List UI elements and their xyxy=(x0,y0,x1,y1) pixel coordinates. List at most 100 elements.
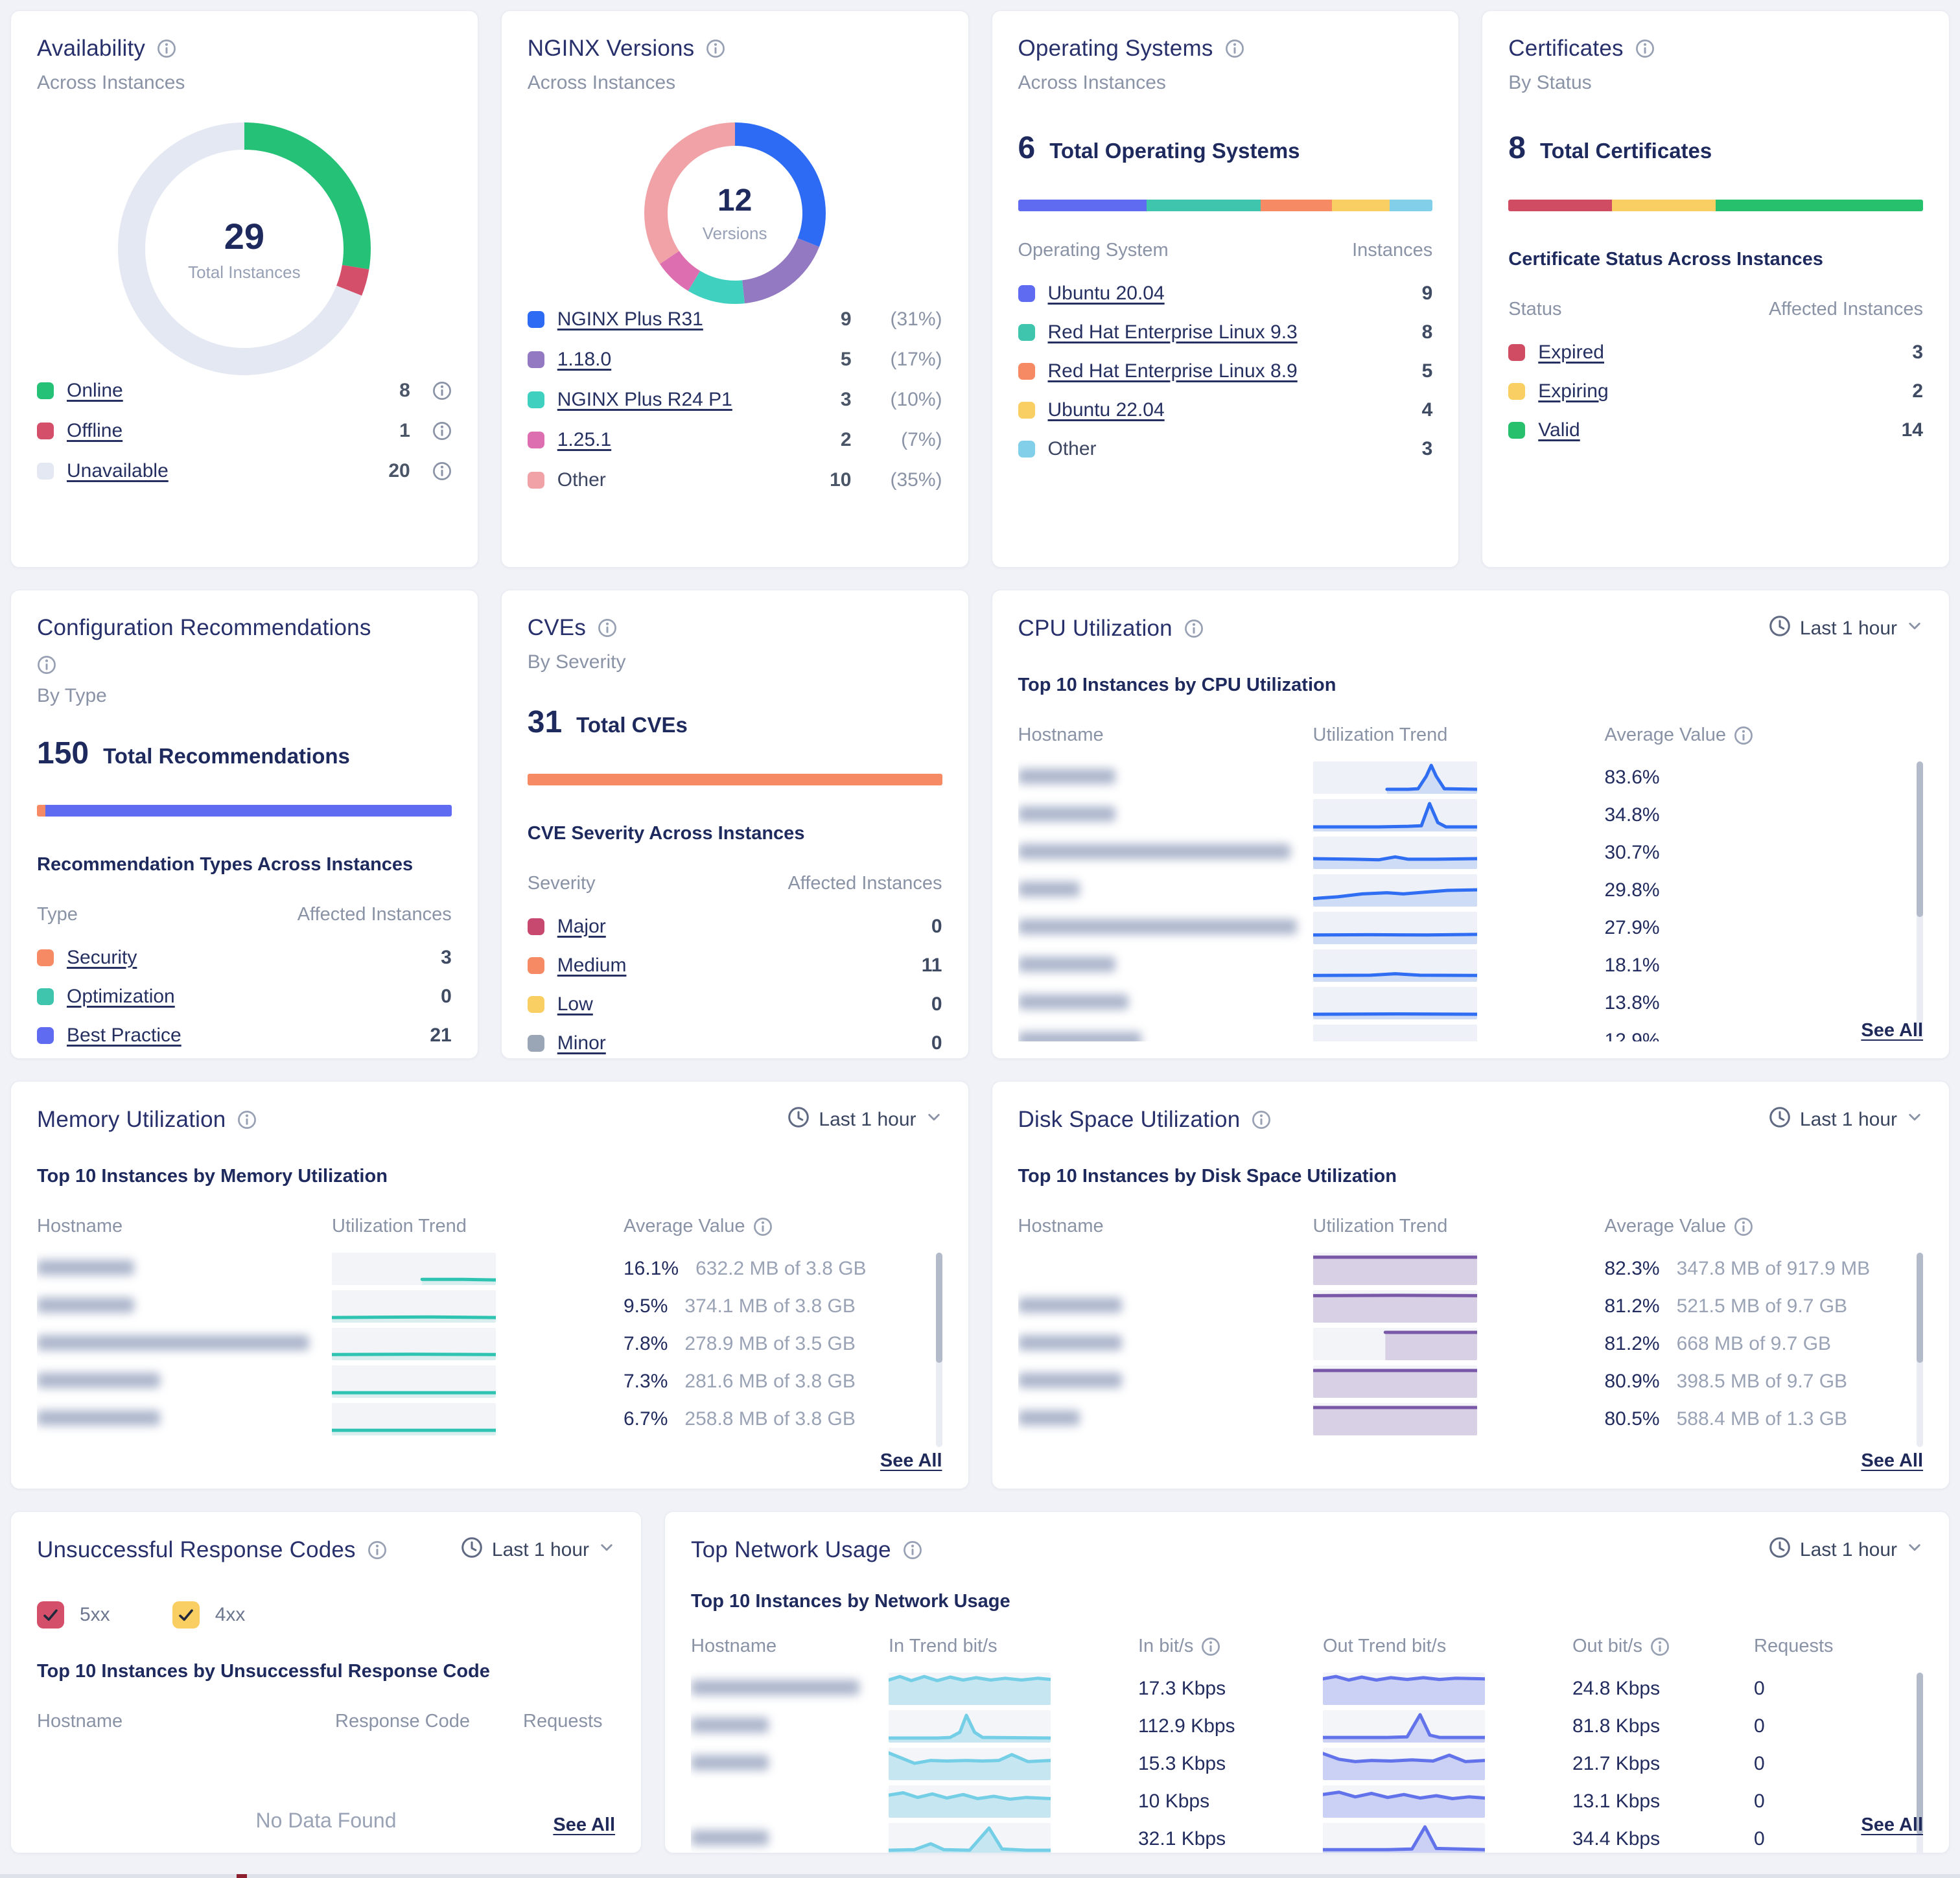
info-icon[interactable] xyxy=(1201,1637,1220,1656)
time-range-dropdown[interactable]: Last 1 hour xyxy=(461,1536,615,1564)
no-data-message: No Data Found xyxy=(255,1809,397,1832)
row-label[interactable]: Valid xyxy=(1538,419,1580,441)
total-recommendations-label: Total Recommendations xyxy=(103,744,350,768)
legend-label[interactable]: Online xyxy=(67,380,123,401)
filter-checkbox-5xx[interactable]: 5xx xyxy=(37,1601,110,1629)
legend-label[interactable]: 1.18.0 xyxy=(557,349,612,370)
info-icon[interactable] xyxy=(237,1110,257,1130)
filter-checkbox-4xx[interactable]: 4xx xyxy=(172,1601,246,1629)
average-value: 27.9% xyxy=(1604,917,1660,938)
info-icon[interactable] xyxy=(1635,39,1655,58)
row-label[interactable]: Low xyxy=(557,993,593,1015)
info-icon[interactable] xyxy=(432,421,452,441)
info-icon[interactable] xyxy=(706,39,725,58)
average-detail: 521.5 MB of 9.7 GB xyxy=(1676,1295,1848,1317)
out-trend-sparkline xyxy=(1323,1748,1485,1780)
checkbox-box[interactable] xyxy=(172,1601,200,1629)
row-label[interactable]: Best Practice xyxy=(67,1025,181,1046)
row-label[interactable]: Major xyxy=(557,916,606,937)
legend-swatch xyxy=(527,351,544,368)
row-label[interactable]: Security xyxy=(67,947,137,968)
legend-label[interactable]: Unavailable xyxy=(67,460,169,481)
row-value: 0 xyxy=(441,986,452,1007)
row-label[interactable]: Red Hat Enterprise Linux 8.9 xyxy=(1047,360,1298,382)
certificates-table: Expired 3 Expiring 2 Valid 14 xyxy=(1508,337,1923,446)
requests-value: 0 xyxy=(1754,1828,1765,1849)
row-swatch xyxy=(1018,441,1035,458)
see-all-link[interactable]: See All xyxy=(1861,1450,1923,1471)
info-icon[interactable] xyxy=(1650,1637,1670,1656)
info-icon[interactable] xyxy=(432,381,452,400)
legend-label[interactable]: NGINX Plus R31 xyxy=(557,308,703,330)
info-icon[interactable] xyxy=(432,461,452,481)
utilization-sparkline xyxy=(1312,1290,1477,1323)
card-title: Certificates xyxy=(1508,36,1624,61)
row-label[interactable]: Red Hat Enterprise Linux 9.3 xyxy=(1047,321,1298,343)
row-label[interactable]: Medium xyxy=(557,955,627,976)
time-range-label: Last 1 hour xyxy=(819,1109,916,1130)
info-icon[interactable] xyxy=(37,655,452,675)
info-icon[interactable] xyxy=(903,1540,922,1560)
instance-row: 81.2% 668 MB of 9.7 GB xyxy=(1018,1325,1924,1363)
instance-row: 7.8% 278.9 MB of 3.5 GB xyxy=(37,1325,942,1363)
legend-value: 8 xyxy=(399,380,410,401)
see-all-link[interactable]: See All xyxy=(1861,1814,1923,1835)
info-icon[interactable] xyxy=(1734,726,1753,745)
see-all-link[interactable]: See All xyxy=(880,1450,942,1471)
row-swatch xyxy=(1508,383,1526,400)
time-range-dropdown[interactable]: Last 1 hour xyxy=(788,1106,942,1133)
row-label[interactable]: Expired xyxy=(1538,342,1604,363)
total-certificates-label: Total Certificates xyxy=(1539,139,1712,163)
info-icon[interactable] xyxy=(157,39,176,58)
row-label[interactable]: Minor xyxy=(557,1032,606,1054)
time-range-dropdown[interactable]: Last 1 hour xyxy=(1769,615,1923,642)
column-header-affected: Affected Instances xyxy=(297,904,452,925)
info-icon[interactable] xyxy=(1252,1110,1271,1130)
utilization-sparkline xyxy=(1312,1403,1477,1435)
total-cves-label: Total CVEs xyxy=(576,713,688,737)
column-header-trend: Utilization Trend xyxy=(1312,1216,1448,1236)
chevron-down-icon xyxy=(926,1109,942,1131)
row-label[interactable]: Ubuntu 22.04 xyxy=(1047,399,1165,421)
row-value: 0 xyxy=(931,993,942,1015)
time-range-dropdown[interactable]: Last 1 hour xyxy=(1769,1106,1923,1133)
scrollbar-thumb[interactable] xyxy=(1917,1673,1923,1835)
scrollbar-thumb[interactable] xyxy=(1917,761,1923,917)
row-label[interactable]: Optimization xyxy=(67,986,175,1007)
see-all-link[interactable]: See All xyxy=(553,1814,615,1835)
time-range-dropdown[interactable]: Last 1 hour xyxy=(1769,1536,1923,1564)
info-icon[interactable] xyxy=(368,1540,387,1560)
average-detail: 374.1 MB of 3.8 GB xyxy=(684,1295,856,1317)
see-all-link[interactable]: See All xyxy=(1861,1020,1923,1041)
info-icon[interactable] xyxy=(598,618,617,638)
scrollbar-thumb[interactable] xyxy=(935,1253,942,1363)
info-icon[interactable] xyxy=(1734,1217,1753,1236)
info-icon[interactable] xyxy=(753,1217,773,1236)
out-bits-value: 21.7 Kbps xyxy=(1572,1753,1661,1774)
legend-label[interactable]: Offline xyxy=(67,420,123,441)
checkbox-label: 4xx xyxy=(215,1604,246,1625)
legend-swatch xyxy=(527,472,544,489)
info-icon[interactable] xyxy=(1184,619,1204,638)
column-header-out: Out bit/s xyxy=(1572,1636,1642,1656)
row-swatch xyxy=(527,1035,544,1052)
total-certificates-count: 8 xyxy=(1508,131,1526,165)
section-heading: Top 10 Instances by Disk Space Utilizati… xyxy=(1018,1166,1397,1187)
average-value: 34.8% xyxy=(1604,804,1660,826)
checkbox-box[interactable] xyxy=(37,1601,64,1629)
info-icon[interactable] xyxy=(1225,39,1244,58)
utilization-sparkline xyxy=(1312,837,1477,869)
row-label[interactable]: Ubuntu 20.04 xyxy=(1047,283,1165,304)
scrollbar-thumb[interactable] xyxy=(1917,1253,1923,1363)
row-label[interactable]: Expiring xyxy=(1538,380,1609,402)
legend-label[interactable]: NGINX Plus R24 P1 xyxy=(557,389,732,410)
legend-label[interactable]: 1.25.1 xyxy=(557,429,612,450)
donut-center-value: 29 xyxy=(224,216,265,257)
column-header-out-trend: Out Trend bit/s xyxy=(1323,1636,1447,1656)
table-row: Minor 0 xyxy=(527,1028,942,1058)
section-heading: Top 10 Instances by Memory Utilization xyxy=(37,1166,388,1187)
row-label: Other xyxy=(1047,438,1097,459)
table-row: Major 0 xyxy=(527,911,942,942)
redacted-hostname xyxy=(1018,1409,1080,1426)
out-trend-sparkline xyxy=(1323,1710,1485,1743)
